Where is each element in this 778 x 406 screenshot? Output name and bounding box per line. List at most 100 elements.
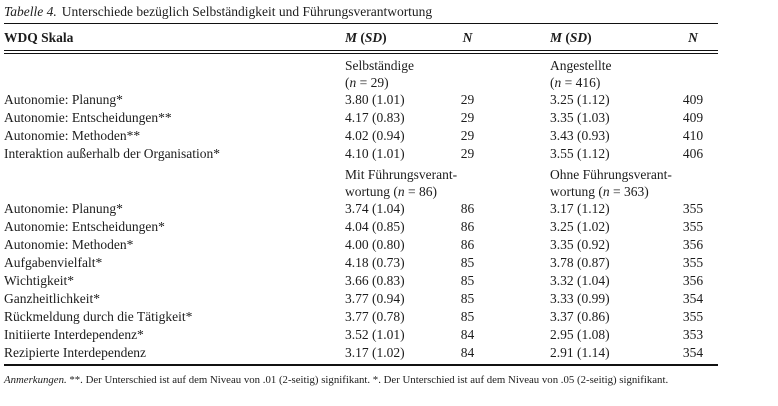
col-spacer <box>480 23 550 54</box>
cell-n-1: 29 <box>460 110 475 125</box>
cell-m-sd-1: 4.17 (0.83) <box>345 110 405 125</box>
table-row: Autonomie: Methoden* 4.00 (0.80) 86 3.35 (0… <box>4 236 718 254</box>
cell-m-sd-2: 3.25 (1.12) <box>550 92 610 107</box>
cell-n-1: 86 <box>460 237 475 252</box>
col-header-msd-2-open: ( <box>562 30 570 45</box>
cell-n-2: 410 <box>682 128 704 143</box>
cell-m-sd-2: 2.91 (1.14) <box>550 344 668 366</box>
group-right-line1: Angestellte <box>550 58 612 73</box>
group-right-post: = 363) <box>609 184 649 199</box>
cell-m-sd-2: 3.25 (1.02) <box>550 219 610 234</box>
cell-m-sd-2: 3.55 (1.12) <box>550 146 610 161</box>
table-row: Wichtigkeit* 3.66 (0.83) 85 3.32 (1.04) 356 <box>4 272 718 290</box>
cell-n-2: 354 <box>682 291 704 306</box>
table-caption: Tabelle 4. Unterschiede bezüglich Selbstä… <box>0 0 778 21</box>
table-row: Aufgabenvielfalt* 4.18 (0.73) 85 3.78 (0.87… <box>4 254 718 272</box>
col-header-msd-1-sd: SD <box>364 30 383 45</box>
cell-n-2: 356 <box>682 273 704 288</box>
cell-m-sd-1: 4.18 (0.73) <box>345 255 405 270</box>
cell-n-1: 29 <box>460 128 475 143</box>
cell-spacer <box>480 145 550 163</box>
group-right-post: = 416) <box>561 75 601 90</box>
col-header-n-1: N <box>455 23 480 54</box>
cell-n-2: 355 <box>682 309 704 324</box>
group-right-pre: wortung ( <box>550 184 603 199</box>
cell-wdq-scale: Initiierte Interdependenz* <box>4 327 144 342</box>
cell-wdq-scale: Rückmeldung durch die Tätigkeit* <box>4 309 193 324</box>
group-left-post: = 29) <box>356 75 389 90</box>
group-left-nvar: n <box>397 184 405 199</box>
col-header-wdq-skala: WDQ Skala <box>4 23 345 54</box>
cell-spacer <box>480 272 550 290</box>
table-footnote: Anmerkungen. **. Der Unterschied ist auf… <box>4 373 778 387</box>
group-right-pre: ( <box>550 75 555 90</box>
cell-n-1: 85 <box>460 273 475 288</box>
cell-m-sd-1: 4.04 (0.85) <box>345 219 405 234</box>
cell-wdq-scale: Interaktion außerhalb der Organisation* <box>4 146 221 161</box>
col-header-n-2: N <box>668 23 718 54</box>
group-left-line1: Mit Führungsverant- <box>345 167 458 182</box>
cell-n-2: 356 <box>682 237 704 252</box>
cell-n-2: 409 <box>682 110 704 125</box>
group-left-line2: (n = 29) <box>345 74 550 91</box>
group-right-line1: Ohne Führungsverant- <box>550 167 672 182</box>
cell-spacer <box>480 254 550 272</box>
cell-m-sd-1: 3.52 (1.01) <box>345 327 405 342</box>
cell-spacer <box>480 200 550 218</box>
cell-n-1: 85 <box>460 309 475 324</box>
group-header-row: Selbständige (n = 29) Angestellte (n = 416) <box>4 52 718 91</box>
cell-spacer <box>480 127 550 145</box>
table-row: Interaktion außerhalb der Organisation* 4… <box>4 145 718 163</box>
results-table: WDQ Skala M (SD) N M (SD) N Selbständige… <box>4 23 718 366</box>
cell-n-2: 355 <box>682 201 704 216</box>
cell-spacer <box>480 326 550 344</box>
cell-m-sd-1: 3.77 (0.78) <box>345 309 405 324</box>
cell-wdq-scale: Autonomie: Planung* <box>4 201 123 216</box>
cell-m-sd-2: 3.37 (0.86) <box>550 309 610 324</box>
cell-wdq-scale: Wichtigkeit* <box>4 273 74 288</box>
group-right: Angestellte (n = 416) <box>550 52 718 91</box>
cell-n-1: 84 <box>455 344 480 366</box>
cell-m-sd-2: 3.78 (0.87) <box>550 255 610 270</box>
group-left: Mit Führungsverant-wortung (n = 86) <box>345 163 550 200</box>
cell-m-sd-2: 3.43 (0.93) <box>550 128 610 143</box>
cell-spacer <box>480 218 550 236</box>
cell-m-sd-1: 4.00 (0.80) <box>345 237 405 252</box>
cell-n-2: 354 <box>668 344 718 366</box>
cell-m-sd-2: 2.95 (1.08) <box>550 327 610 342</box>
col-header-msd-1-open: ( <box>357 30 365 45</box>
cell-n-1: 29 <box>460 92 475 107</box>
cell-spacer <box>480 109 550 127</box>
cell-wdq-scale: Autonomie: Planung* <box>4 92 123 107</box>
table-row: Ganzheitlichkeit* 3.77 (0.94) 85 3.33 (0.99… <box>4 290 718 308</box>
cell-n-1: 85 <box>460 255 475 270</box>
cell-n-1: 85 <box>460 291 475 306</box>
cell-m-sd-2: 3.32 (1.04) <box>550 273 610 288</box>
cell-n-2: 355 <box>682 219 704 234</box>
group-left-pre: wortung ( <box>345 184 398 199</box>
cell-spacer <box>480 344 550 366</box>
table-caption-label: Tabelle 4. <box>4 4 57 19</box>
table-row: Rückmeldung durch die Tätigkeit* 3.77 (0.… <box>4 308 718 326</box>
table-row: Autonomie: Entscheidungen* 4.04 (0.85) 86 3… <box>4 218 718 236</box>
col-header-msd-1-m: M <box>345 30 358 45</box>
cell-n-2: 353 <box>682 327 704 342</box>
cell-n-2: 406 <box>682 146 704 161</box>
table-row: Rezipierte Interdependenz 3.17 (1.02) 84 2.… <box>4 344 718 366</box>
cell-n-1: 29 <box>460 146 475 161</box>
col-header-msd-2-sd: SD <box>569 30 588 45</box>
footnote-label: Anmerkungen. <box>4 374 67 386</box>
cell-m-sd-2: 3.35 (1.03) <box>550 110 610 125</box>
col-header-msd-2-m: M <box>550 30 563 45</box>
table-caption-text: Unterschiede bezüglich Selbständigkeit u… <box>61 4 433 19</box>
group-right: Ohne Führungsverant-wortung (n = 363) <box>550 163 718 200</box>
cell-m-sd-1: 4.10 (1.01) <box>345 146 405 161</box>
group-header-row: Mit Führungsverant-wortung (n = 86) Ohne … <box>4 163 718 200</box>
cell-wdq-scale: Autonomie: Methoden* <box>4 237 134 252</box>
col-header-msd-1: M (SD) <box>345 23 455 54</box>
cell-n-1: 84 <box>460 327 475 342</box>
cell-spacer <box>480 236 550 254</box>
group-left: Selbständige (n = 29) <box>345 52 550 91</box>
cell-m-sd-1: 3.77 (0.94) <box>345 291 405 306</box>
